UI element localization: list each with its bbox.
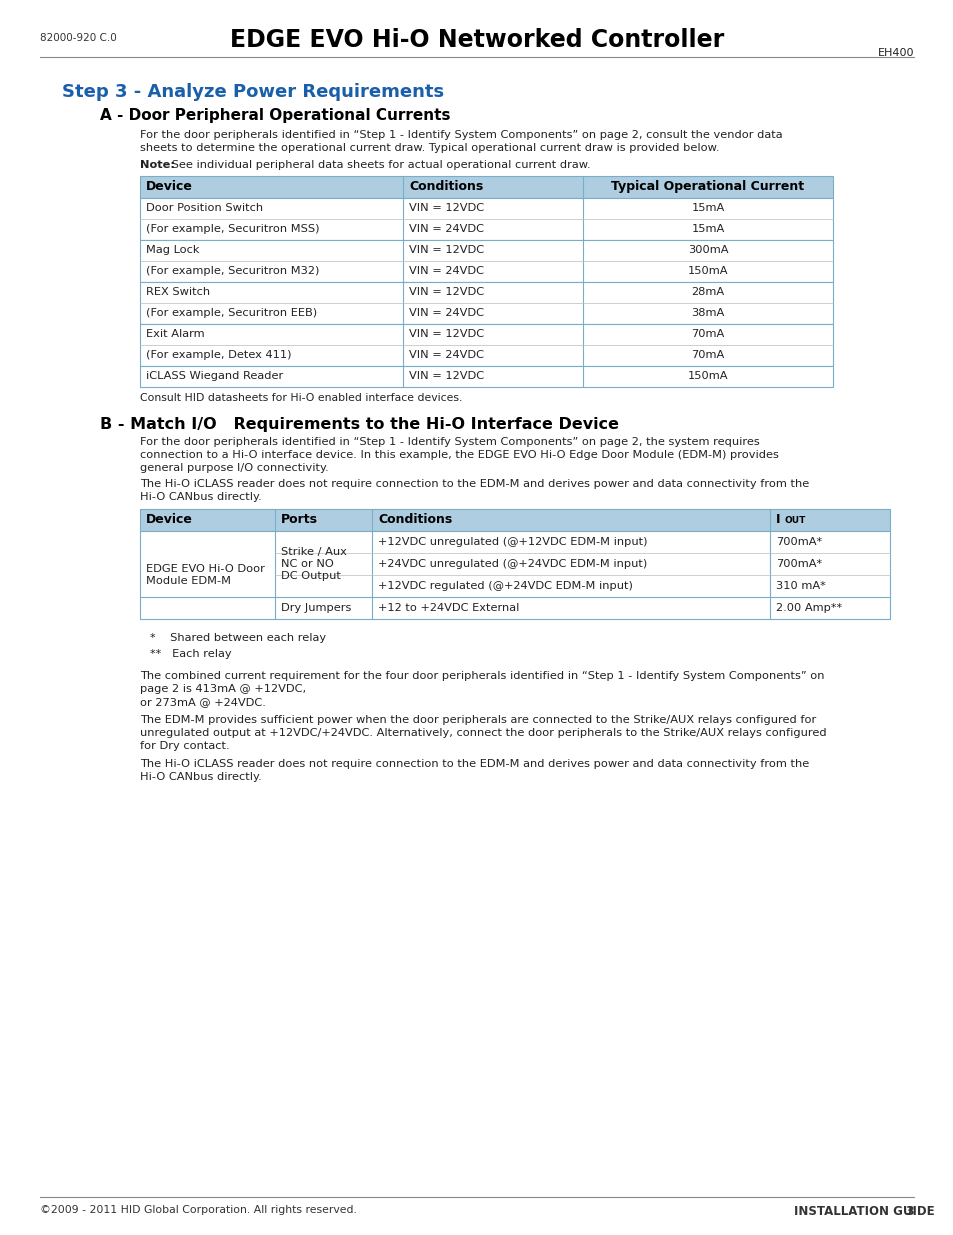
- Text: INSTALLATION GUIDE: INSTALLATION GUIDE: [793, 1205, 934, 1218]
- Text: For the door peripherals identified in “Step 1 - Identify System Components” on : For the door peripherals identified in “…: [140, 130, 781, 140]
- Text: Consult HID datasheets for Hi-O enabled interface devices.: Consult HID datasheets for Hi-O enabled …: [140, 393, 462, 403]
- Text: B - Match I/O   Requirements to the Hi-O Interface Device: B - Match I/O Requirements to the Hi-O I…: [100, 417, 618, 432]
- Text: ©2009 - 2011 HID Global Corporation. All rights reserved.: ©2009 - 2011 HID Global Corporation. All…: [40, 1205, 356, 1215]
- Text: Device: Device: [146, 180, 193, 193]
- Text: Exit Alarm: Exit Alarm: [146, 329, 204, 338]
- Text: Conditions: Conditions: [377, 513, 452, 526]
- Text: Hi-O CANbus directly.: Hi-O CANbus directly.: [140, 772, 261, 782]
- Text: Mag Lock: Mag Lock: [146, 245, 199, 254]
- Text: Note:: Note:: [140, 161, 174, 170]
- Text: 38mA: 38mA: [691, 308, 724, 317]
- Bar: [140, 324, 832, 366]
- Text: The Hi-O iCLASS reader does not require connection to the EDM-M and derives powe: The Hi-O iCLASS reader does not require …: [140, 760, 808, 769]
- Bar: [140, 198, 832, 240]
- Text: The combined current requirement for the four door peripherals identified in “St: The combined current requirement for the…: [140, 671, 823, 680]
- Text: VIN = 24VDC: VIN = 24VDC: [409, 224, 483, 233]
- Bar: [140, 177, 832, 198]
- Text: +12VDC regulated (@+24VDC EDM-M input): +12VDC regulated (@+24VDC EDM-M input): [377, 580, 632, 592]
- Text: VIN = 12VDC: VIN = 12VDC: [409, 370, 483, 382]
- Text: 82000-920 C.0: 82000-920 C.0: [40, 33, 116, 43]
- Text: for Dry contact.: for Dry contact.: [140, 741, 230, 751]
- Text: general purpose I/O connectivity.: general purpose I/O connectivity.: [140, 463, 329, 473]
- Text: 70mA: 70mA: [691, 350, 724, 359]
- Text: REX Switch: REX Switch: [146, 287, 210, 296]
- Text: Strike / Aux
NC or NO
DC Output: Strike / Aux NC or NO DC Output: [281, 547, 347, 580]
- Text: OUT: OUT: [784, 516, 805, 525]
- Text: 15mA: 15mA: [691, 203, 724, 212]
- Text: Device: Device: [146, 513, 193, 526]
- Text: Hi-O CANbus directly.: Hi-O CANbus directly.: [140, 492, 261, 501]
- Text: VIN = 24VDC: VIN = 24VDC: [409, 308, 483, 317]
- Text: (For example, Securitron MSS): (For example, Securitron MSS): [146, 224, 319, 233]
- Text: *    Shared between each relay: * Shared between each relay: [150, 634, 326, 643]
- Text: I: I: [775, 513, 784, 526]
- Text: 3: 3: [904, 1205, 913, 1218]
- Text: 150mA: 150mA: [687, 266, 727, 275]
- Text: 28mA: 28mA: [691, 287, 723, 296]
- Text: 15mA: 15mA: [691, 224, 724, 233]
- Text: Door Position Switch: Door Position Switch: [146, 203, 263, 212]
- Bar: [140, 509, 889, 531]
- Text: 2.00 Amp**: 2.00 Amp**: [775, 603, 841, 613]
- Text: 300mA: 300mA: [687, 245, 727, 254]
- Text: (For example, Securitron M32): (For example, Securitron M32): [146, 266, 319, 275]
- Bar: [140, 531, 889, 619]
- Text: page 2 is 413mA @ +12VDC,: page 2 is 413mA @ +12VDC,: [140, 684, 306, 694]
- Text: EDGE EVO Hi-O Networked Controller: EDGE EVO Hi-O Networked Controller: [230, 28, 723, 52]
- Text: iCLASS Wiegand Reader: iCLASS Wiegand Reader: [146, 370, 283, 382]
- Bar: [140, 240, 832, 282]
- Text: A - Door Peripheral Operational Currents: A - Door Peripheral Operational Currents: [100, 107, 450, 124]
- Text: Typical Operational Current: Typical Operational Current: [611, 180, 803, 193]
- Text: VIN = 12VDC: VIN = 12VDC: [409, 203, 483, 212]
- Text: Dry Jumpers: Dry Jumpers: [281, 603, 351, 613]
- Text: sheets to determine the operational current draw. Typical operational current dr: sheets to determine the operational curr…: [140, 143, 719, 153]
- Text: Ports: Ports: [281, 513, 317, 526]
- Text: VIN = 12VDC: VIN = 12VDC: [409, 245, 483, 254]
- Text: VIN = 24VDC: VIN = 24VDC: [409, 350, 483, 359]
- Text: (For example, Detex 411): (For example, Detex 411): [146, 350, 292, 359]
- Text: 150mA: 150mA: [687, 370, 727, 382]
- Text: EDGE EVO Hi-O Door
Module EDM-M: EDGE EVO Hi-O Door Module EDM-M: [146, 564, 265, 585]
- Text: Step 3 - Analyze Power Requirements: Step 3 - Analyze Power Requirements: [62, 83, 444, 101]
- Text: See individual peripheral data sheets for actual operational current draw.: See individual peripheral data sheets fo…: [168, 161, 590, 170]
- Text: 700mA*: 700mA*: [775, 559, 821, 569]
- Text: +12VDC unregulated (@+12VDC EDM-M input): +12VDC unregulated (@+12VDC EDM-M input): [377, 537, 647, 547]
- Text: VIN = 12VDC: VIN = 12VDC: [409, 329, 483, 338]
- Text: +12 to +24VDC External: +12 to +24VDC External: [377, 603, 518, 613]
- Text: **   Each relay: ** Each relay: [150, 650, 232, 659]
- Bar: [140, 282, 832, 324]
- Text: VIN = 12VDC: VIN = 12VDC: [409, 287, 483, 296]
- Text: (For example, Securitron EEB): (For example, Securitron EEB): [146, 308, 316, 317]
- Text: Conditions: Conditions: [409, 180, 483, 193]
- Text: connection to a Hi-O interface device. In this example, the EDGE EVO Hi-O Edge D: connection to a Hi-O interface device. I…: [140, 450, 778, 459]
- Text: EH400: EH400: [877, 48, 913, 58]
- Text: For the door peripherals identified in “Step 1 - Identify System Components” on : For the door peripherals identified in “…: [140, 437, 759, 447]
- Text: 70mA: 70mA: [691, 329, 724, 338]
- Text: VIN = 24VDC: VIN = 24VDC: [409, 266, 483, 275]
- Text: +24VDC unregulated (@+24VDC EDM-M input): +24VDC unregulated (@+24VDC EDM-M input): [377, 559, 646, 569]
- Text: 700mA*: 700mA*: [775, 537, 821, 547]
- Text: unregulated output at +12VDC/+24VDC. Alternatively, connect the door peripherals: unregulated output at +12VDC/+24VDC. Alt…: [140, 727, 825, 739]
- Text: or 273mA @ +24VDC.: or 273mA @ +24VDC.: [140, 697, 266, 706]
- Text: The Hi-O iCLASS reader does not require connection to the EDM-M and derives powe: The Hi-O iCLASS reader does not require …: [140, 479, 808, 489]
- Bar: [140, 366, 832, 387]
- Text: 310 mA*: 310 mA*: [775, 580, 825, 592]
- Text: The EDM-M provides sufficient power when the door peripherals are connected to t: The EDM-M provides sufficient power when…: [140, 715, 816, 725]
